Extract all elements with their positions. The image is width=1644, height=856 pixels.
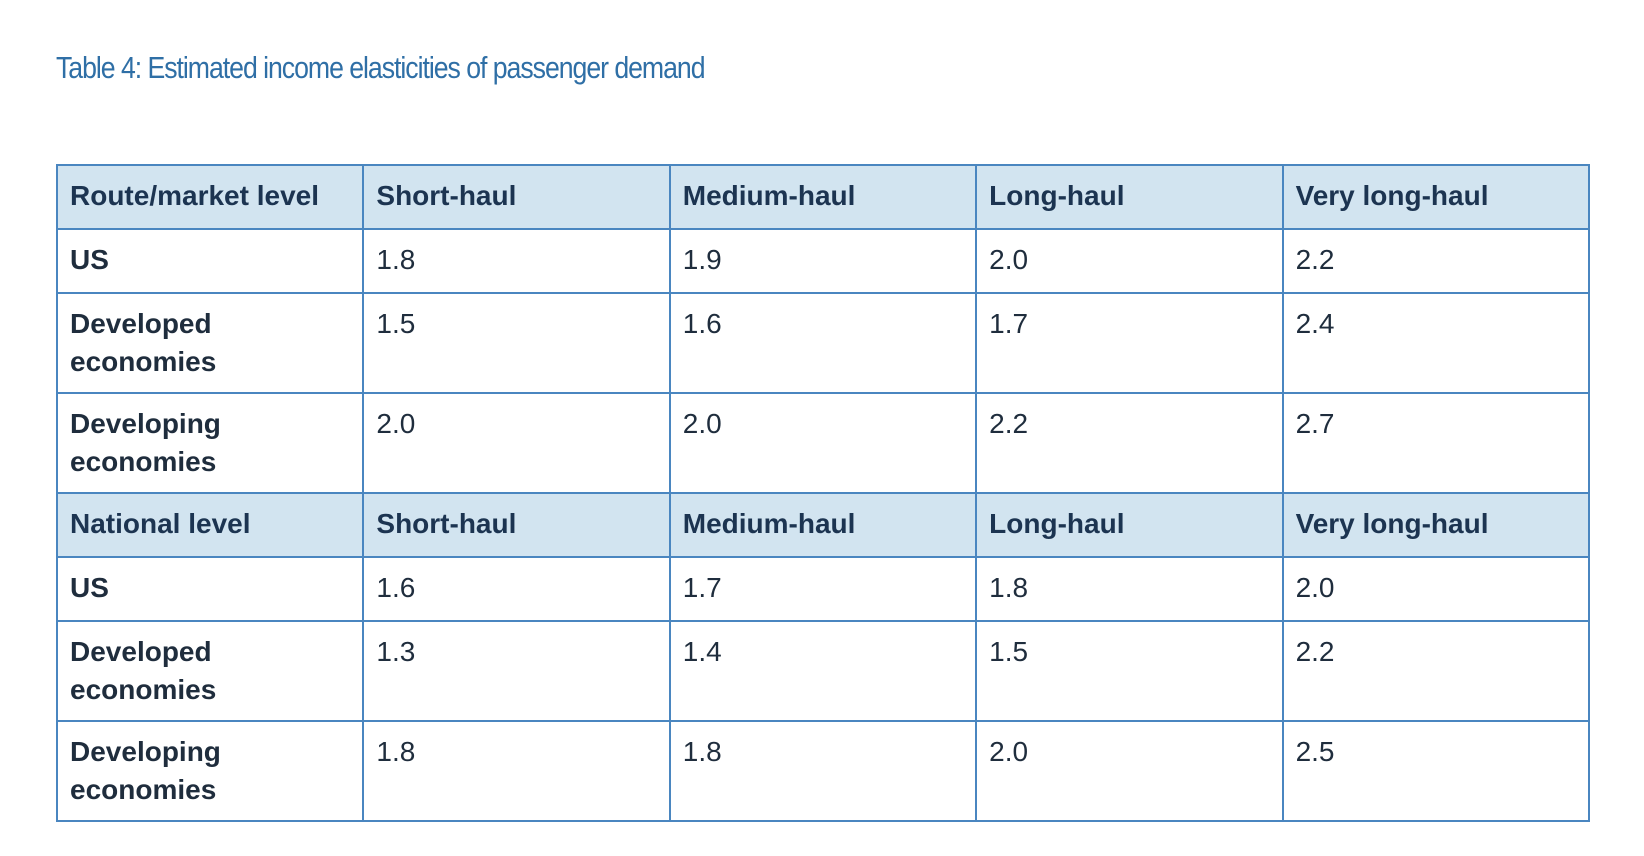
- value-cell: 1.9: [668, 228, 978, 294]
- value-cell: 1.4: [668, 620, 978, 722]
- value-cell: 2.2: [1281, 620, 1590, 722]
- column-header-cell: Short-haul: [362, 492, 671, 558]
- value-cell: 1.3: [362, 620, 671, 722]
- value-cell: 2.2: [1281, 228, 1590, 294]
- elasticities-table: Route/market level Short-haul Medium-hau…: [55, 164, 1590, 822]
- value-cell: 1.7: [668, 556, 978, 622]
- table-caption: Table 4: Estimated income elasticities o…: [56, 50, 706, 85]
- value-cell: 2.0: [975, 720, 1284, 822]
- section-header-row: Route/market level Short-haul Medium-hau…: [55, 164, 1590, 230]
- column-header-cell: Long-haul: [975, 492, 1284, 558]
- table-row: Developing economies 1.8 1.8 2.0 2.5: [55, 720, 1590, 822]
- value-cell: 1.8: [975, 556, 1284, 622]
- section-header-cell: National level: [55, 492, 365, 558]
- row-label: Developing economies: [55, 720, 365, 822]
- value-cell: 2.4: [1281, 292, 1590, 394]
- row-label: US: [55, 556, 365, 622]
- row-label: US: [55, 228, 365, 294]
- column-header-cell: Long-haul: [975, 164, 1284, 230]
- value-cell: 1.6: [668, 292, 978, 394]
- value-cell: 1.7: [975, 292, 1284, 394]
- table-row: US 1.8 1.9 2.0 2.2: [55, 228, 1590, 294]
- column-header-cell: Medium-haul: [668, 164, 978, 230]
- column-header-cell: Medium-haul: [668, 492, 978, 558]
- value-cell: 1.5: [362, 292, 671, 394]
- row-label: Developed economies: [55, 292, 365, 394]
- table-row: Developed economies 1.3 1.4 1.5 2.2: [55, 620, 1590, 722]
- column-header-cell: Short-haul: [362, 164, 671, 230]
- value-cell: 2.0: [975, 228, 1284, 294]
- value-cell: 2.2: [975, 392, 1284, 494]
- column-header-cell: Very long-haul: [1281, 492, 1590, 558]
- value-cell: 2.0: [668, 392, 978, 494]
- table-row: Developed economies 1.5 1.6 1.7 2.4: [55, 292, 1590, 394]
- value-cell: 1.8: [362, 720, 671, 822]
- column-header-cell: Very long-haul: [1281, 164, 1590, 230]
- value-cell: 2.7: [1281, 392, 1590, 494]
- value-cell: 2.0: [362, 392, 671, 494]
- value-cell: 1.8: [668, 720, 978, 822]
- table-row: US 1.6 1.7 1.8 2.0: [55, 556, 1590, 622]
- section-header-cell: Route/market level: [55, 164, 365, 230]
- row-label: Developing economies: [55, 392, 365, 494]
- value-cell: 1.8: [362, 228, 671, 294]
- value-cell: 1.5: [975, 620, 1284, 722]
- value-cell: 2.0: [1281, 556, 1590, 622]
- value-cell: 1.6: [362, 556, 671, 622]
- value-cell: 2.5: [1281, 720, 1590, 822]
- row-label: Developed economies: [55, 620, 365, 722]
- section-header-row: National level Short-haul Medium-haul Lo…: [55, 492, 1590, 558]
- table-row: Developing economies 2.0 2.0 2.2 2.7: [55, 392, 1590, 494]
